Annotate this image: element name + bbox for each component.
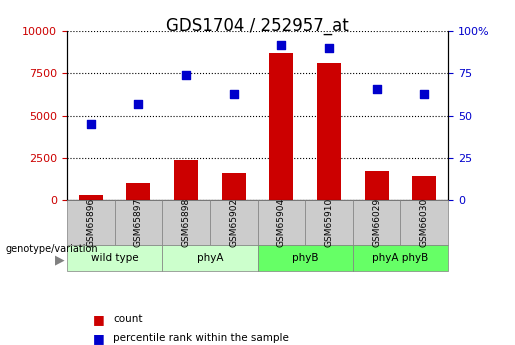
Text: ■: ■ [93,313,105,326]
Bar [269,53,293,200]
Bar [365,171,388,200]
Text: phyA phyB: phyA phyB [372,253,428,263]
Text: percentile rank within the sample: percentile rank within the sample [113,333,289,343]
Point [277,42,285,47]
Text: ▶: ▶ [55,253,64,266]
Text: GSM66030: GSM66030 [420,198,428,247]
Text: count: count [113,314,143,324]
Bar [127,183,150,200]
Bar [413,176,436,200]
Point [87,121,95,127]
Text: GSM65902: GSM65902 [229,198,238,247]
Text: GDS1704 / 252957_at: GDS1704 / 252957_at [166,17,349,35]
Text: GSM66029: GSM66029 [372,198,381,247]
Point [325,45,333,51]
Bar [174,159,198,200]
Text: wild type: wild type [91,253,139,263]
Text: phyB: phyB [292,253,318,263]
Text: GSM65896: GSM65896 [87,198,95,247]
Point [134,101,143,107]
Bar [222,173,246,200]
Text: genotype/variation: genotype/variation [5,244,98,254]
Bar [79,195,102,200]
Point [372,86,381,91]
Text: phyA: phyA [197,253,223,263]
Text: GSM65898: GSM65898 [182,198,191,247]
Text: GSM65897: GSM65897 [134,198,143,247]
Point [420,91,428,96]
Text: GSM65910: GSM65910 [324,198,333,247]
Point [182,72,190,78]
Bar [317,63,341,200]
Point [230,91,238,96]
Text: ■: ■ [93,332,105,345]
Text: GSM65904: GSM65904 [277,198,286,247]
